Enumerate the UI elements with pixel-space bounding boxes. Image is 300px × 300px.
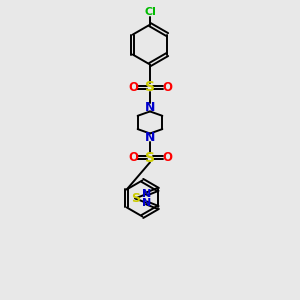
Text: S: S [131,192,140,205]
Text: O: O [162,151,172,164]
Text: O: O [128,151,138,164]
Text: N: N [142,189,151,199]
Text: S: S [145,151,155,165]
Text: Cl: Cl [144,7,156,17]
Text: N: N [145,101,155,114]
Text: O: O [162,81,172,94]
Text: N: N [142,198,151,208]
Text: S: S [145,80,155,94]
Text: N: N [145,131,155,144]
Text: O: O [128,81,138,94]
